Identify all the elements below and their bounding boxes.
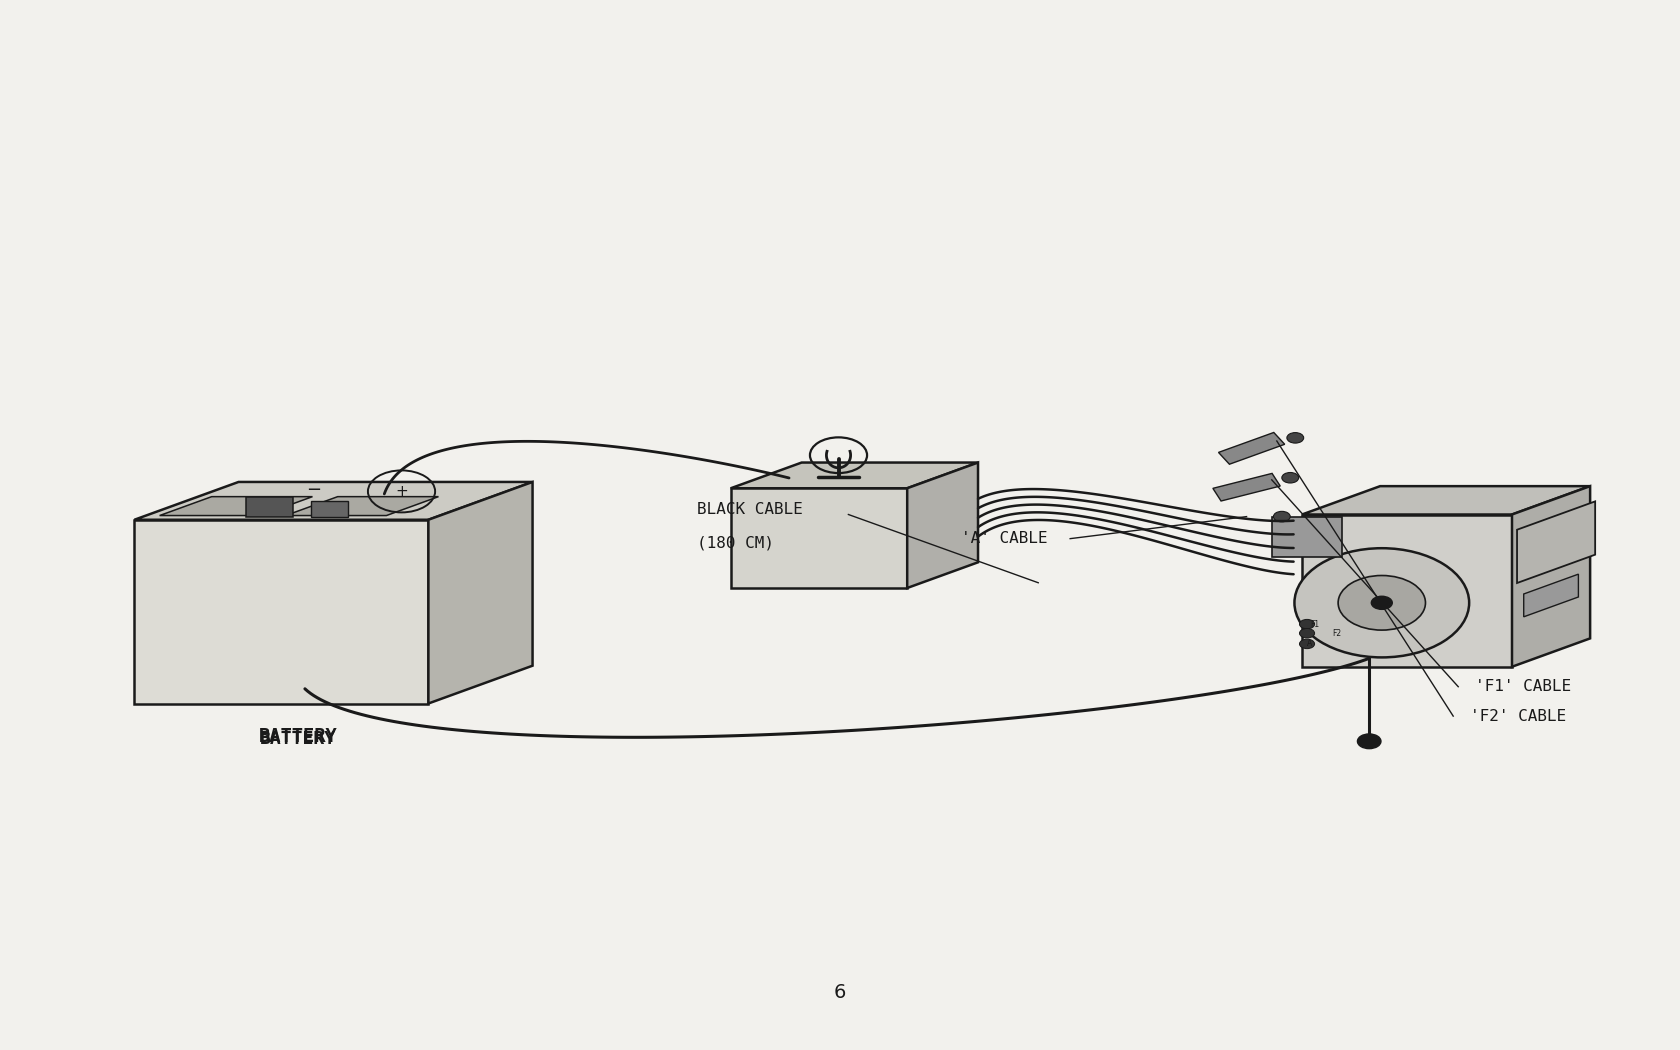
- Text: −: −: [306, 481, 321, 499]
- Text: F1: F1: [1310, 620, 1319, 629]
- Circle shape: [1287, 433, 1304, 443]
- Polygon shape: [286, 497, 438, 516]
- Text: 6: 6: [833, 983, 847, 1002]
- Circle shape: [1300, 620, 1314, 629]
- Polygon shape: [907, 463, 978, 588]
- Text: 'F2' CABLE: 'F2' CABLE: [1470, 709, 1566, 723]
- Text: F2: F2: [1332, 629, 1341, 637]
- Circle shape: [1371, 596, 1393, 609]
- Text: 'A' CABLE: 'A' CABLE: [961, 531, 1048, 546]
- Text: (180 CM): (180 CM): [697, 536, 774, 550]
- Text: BATTERY: BATTERY: [260, 730, 336, 748]
- Polygon shape: [1302, 486, 1589, 514]
- Text: BLACK CABLE: BLACK CABLE: [697, 502, 803, 517]
- Polygon shape: [1512, 486, 1589, 667]
- Circle shape: [1282, 472, 1299, 483]
- Polygon shape: [1302, 514, 1512, 667]
- Polygon shape: [1213, 474, 1280, 501]
- Text: BATTERY: BATTERY: [259, 727, 338, 745]
- Circle shape: [1357, 734, 1381, 749]
- Polygon shape: [134, 520, 428, 704]
- Circle shape: [1294, 548, 1468, 657]
- Polygon shape: [428, 482, 533, 704]
- Circle shape: [1300, 639, 1314, 649]
- Polygon shape: [1524, 574, 1579, 616]
- Text: A: A: [1307, 639, 1312, 649]
- Polygon shape: [731, 488, 907, 588]
- Polygon shape: [160, 497, 312, 516]
- Text: 'F1' CABLE: 'F1' CABLE: [1475, 679, 1571, 694]
- Polygon shape: [1517, 502, 1596, 583]
- Polygon shape: [1272, 518, 1342, 558]
- Polygon shape: [311, 501, 348, 517]
- Circle shape: [1337, 575, 1425, 630]
- Text: +: +: [395, 484, 408, 499]
- Circle shape: [1300, 629, 1314, 638]
- Polygon shape: [245, 497, 292, 517]
- Polygon shape: [731, 463, 978, 488]
- Polygon shape: [1218, 433, 1285, 464]
- Circle shape: [1273, 511, 1290, 522]
- Polygon shape: [134, 482, 533, 520]
